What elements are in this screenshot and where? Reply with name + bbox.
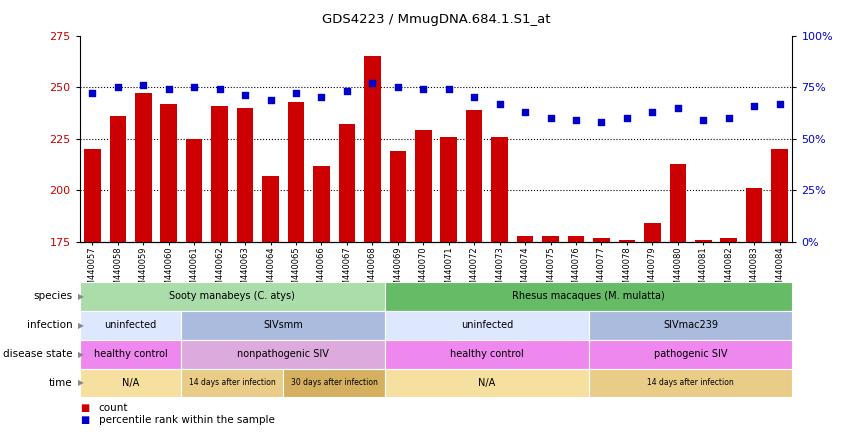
Bar xyxy=(593,238,610,242)
Bar xyxy=(390,151,406,242)
Bar xyxy=(542,236,559,242)
Point xyxy=(187,83,201,91)
Bar xyxy=(695,240,712,242)
Text: pathogenic SIV: pathogenic SIV xyxy=(654,349,727,359)
Point xyxy=(314,94,328,101)
Point xyxy=(671,104,685,111)
Bar xyxy=(746,188,762,242)
Bar xyxy=(618,240,635,242)
Text: nonpathogenic SIV: nonpathogenic SIV xyxy=(237,349,329,359)
Text: disease state: disease state xyxy=(3,349,73,359)
Text: 30 days after infection: 30 days after infection xyxy=(291,378,378,388)
Point xyxy=(365,79,379,87)
Point xyxy=(111,83,125,91)
Bar xyxy=(237,108,254,242)
Bar xyxy=(262,176,279,242)
Point xyxy=(595,119,609,126)
Point xyxy=(289,90,303,97)
Point xyxy=(238,92,252,99)
Text: uninfected: uninfected xyxy=(461,320,513,330)
Point xyxy=(569,117,583,124)
Point xyxy=(340,88,354,95)
Point xyxy=(162,86,176,93)
Bar xyxy=(110,116,126,242)
Text: Sooty manabeys (C. atys): Sooty manabeys (C. atys) xyxy=(170,291,295,301)
Bar xyxy=(135,93,152,242)
Point xyxy=(544,115,558,122)
Text: GDS4223 / MmugDNA.684.1.S1_at: GDS4223 / MmugDNA.684.1.S1_at xyxy=(322,13,550,26)
Text: infection: infection xyxy=(27,320,73,330)
Text: species: species xyxy=(34,291,73,301)
Text: SIVsmm: SIVsmm xyxy=(263,320,303,330)
Point xyxy=(86,90,100,97)
Bar xyxy=(313,166,330,242)
Bar xyxy=(568,236,585,242)
Point xyxy=(263,96,277,103)
Text: time: time xyxy=(49,378,73,388)
Point xyxy=(417,86,430,93)
Text: ▶: ▶ xyxy=(78,378,84,388)
Bar xyxy=(186,139,203,242)
Bar xyxy=(415,131,431,242)
Bar xyxy=(669,163,686,242)
Text: N/A: N/A xyxy=(478,378,495,388)
Point xyxy=(136,82,150,89)
Point xyxy=(772,100,786,107)
Bar xyxy=(772,149,788,242)
Bar xyxy=(644,223,661,242)
Text: Rhesus macaques (M. mulatta): Rhesus macaques (M. mulatta) xyxy=(513,291,665,301)
Bar xyxy=(466,110,482,242)
Point xyxy=(696,117,710,124)
Text: 14 days after infection: 14 days after infection xyxy=(189,378,275,388)
Bar xyxy=(339,124,355,242)
Point xyxy=(620,115,634,122)
Text: healthy control: healthy control xyxy=(450,349,524,359)
Point xyxy=(518,108,532,115)
Point xyxy=(747,102,761,109)
Text: ▶: ▶ xyxy=(78,349,84,359)
Bar xyxy=(517,236,533,242)
Point xyxy=(645,108,659,115)
Bar xyxy=(288,102,304,242)
Bar xyxy=(84,149,100,242)
Text: N/A: N/A xyxy=(122,378,139,388)
Bar xyxy=(364,56,381,242)
Point xyxy=(391,83,404,91)
Point xyxy=(213,86,227,93)
Text: SIVmac239: SIVmac239 xyxy=(663,320,718,330)
Point xyxy=(468,94,481,101)
Text: ▶: ▶ xyxy=(78,321,84,330)
Bar xyxy=(491,137,508,242)
Text: ■: ■ xyxy=(80,415,89,424)
Text: percentile rank within the sample: percentile rank within the sample xyxy=(99,415,275,424)
Point xyxy=(442,86,456,93)
Text: ■: ■ xyxy=(80,404,89,413)
Point xyxy=(493,100,507,107)
Text: 14 days after infection: 14 days after infection xyxy=(647,378,734,388)
Text: count: count xyxy=(99,404,128,413)
Bar xyxy=(441,137,457,242)
Text: ▶: ▶ xyxy=(78,292,84,301)
Text: uninfected: uninfected xyxy=(105,320,157,330)
Bar xyxy=(160,103,177,242)
Bar xyxy=(211,106,228,242)
Bar xyxy=(721,238,737,242)
Point xyxy=(722,115,736,122)
Text: healthy control: healthy control xyxy=(94,349,167,359)
